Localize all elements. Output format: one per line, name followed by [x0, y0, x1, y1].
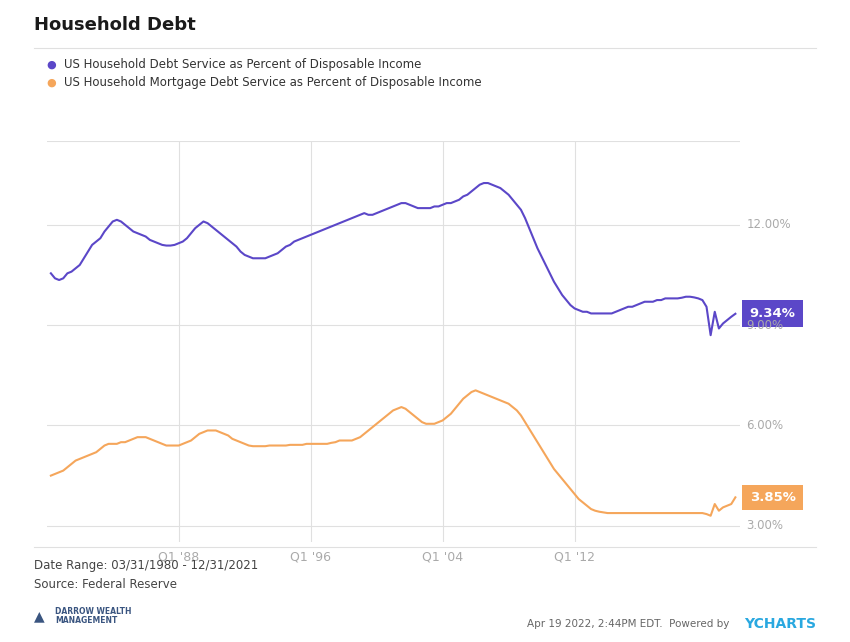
Text: MANAGEMENT: MANAGEMENT — [55, 616, 117, 625]
Text: US Household Debt Service as Percent of Disposable Income: US Household Debt Service as Percent of … — [64, 58, 421, 71]
Text: Household Debt: Household Debt — [34, 16, 196, 34]
Text: 9.34%: 9.34% — [750, 308, 796, 320]
Text: ●: ● — [47, 59, 56, 69]
Text: Apr 19 2022, 2:44PM EDT.  Powered by: Apr 19 2022, 2:44PM EDT. Powered by — [527, 619, 733, 629]
Text: ●: ● — [47, 77, 56, 87]
Text: 12.00%: 12.00% — [746, 218, 790, 231]
Text: 9.00%: 9.00% — [746, 318, 784, 332]
Text: 3.85%: 3.85% — [750, 491, 796, 504]
Text: 3.00%: 3.00% — [746, 519, 784, 532]
Text: YCHARTS: YCHARTS — [744, 617, 816, 631]
Text: ▲: ▲ — [34, 609, 44, 623]
Text: Source: Federal Reserve: Source: Federal Reserve — [34, 578, 177, 591]
Text: US Household Mortgage Debt Service as Percent of Disposable Income: US Household Mortgage Debt Service as Pe… — [64, 76, 481, 89]
Text: DARROW WEALTH: DARROW WEALTH — [55, 607, 132, 616]
Text: Date Range: 03/31/1980 - 12/31/2021: Date Range: 03/31/1980 - 12/31/2021 — [34, 559, 258, 571]
Text: 6.00%: 6.00% — [746, 419, 784, 432]
